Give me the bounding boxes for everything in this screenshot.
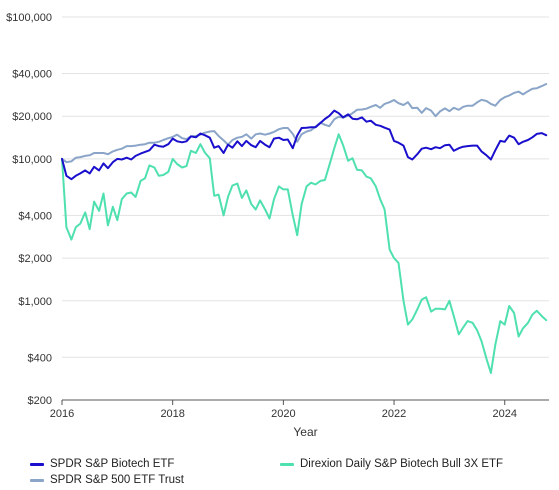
y-tick-label: $4,000 [18, 210, 52, 222]
legend-swatch [280, 462, 294, 466]
y-axis-ticks: $100,000 $40,000 $20,000 $10,000 $4,000 $2,00… [6, 12, 52, 407]
x-tick-label: 2020 [271, 408, 295, 420]
series-line-spdr-s-p-500-etf-trust [61, 83, 548, 164]
y-tick-label: $1,000 [18, 296, 52, 308]
series-line-spdr-s-p-biotech-etf [61, 109, 548, 181]
legend-item-spdr-biotech: SPDR S&P Biotech ETF [30, 456, 174, 472]
x-axis: 2016 2018 2020 2022 2024 [50, 399, 549, 420]
x-axis-title: Year [293, 425, 317, 439]
x-tick-label: 2016 [50, 408, 74, 420]
legend-item-direxion: Direxion Daily S&P Biotech Bull 3X ETF [280, 456, 503, 472]
legend-swatch [30, 462, 44, 466]
x-tick-label: 2024 [492, 408, 516, 420]
legend-label: Direxion Daily S&P Biotech Bull 3X ETF [300, 458, 504, 470]
line-chart: $100,000 $40,000 $20,000 $10,000 $4,000 $2,00… [6, 12, 549, 439]
series-line-direxion-daily-s-p-biotech-bull-3x-etf [61, 133, 548, 374]
gridlines [62, 16, 549, 401]
x-tick-label: 2018 [160, 408, 184, 420]
y-tick-label: $20,000 [12, 111, 52, 123]
legend-label: SPDR S&P Biotech ETF [50, 458, 175, 470]
legend-item-spdr-sp500: SPDR S&P 500 ETF Trust [30, 472, 184, 488]
y-tick-label: $40,000 [12, 68, 52, 80]
y-tick-label: $2,000 [18, 253, 52, 265]
y-tick-label: $400 [28, 352, 52, 364]
y-tick-label: $200 [28, 395, 52, 407]
series-lines [61, 83, 548, 374]
x-tick-label: 2022 [382, 408, 406, 420]
y-tick-label: $100,000 [6, 12, 52, 24]
legend-label: SPDR S&P 500 ETF Trust [50, 474, 185, 486]
legend: SPDR S&P Biotech ETF Direxion Daily S&P … [30, 456, 550, 488]
legend-swatch [30, 478, 44, 482]
y-tick-label: $10,000 [12, 154, 52, 166]
